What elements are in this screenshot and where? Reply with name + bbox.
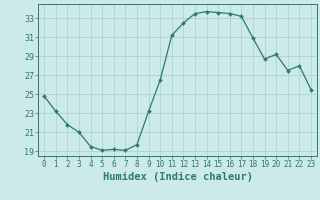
X-axis label: Humidex (Indice chaleur): Humidex (Indice chaleur) xyxy=(103,172,252,182)
